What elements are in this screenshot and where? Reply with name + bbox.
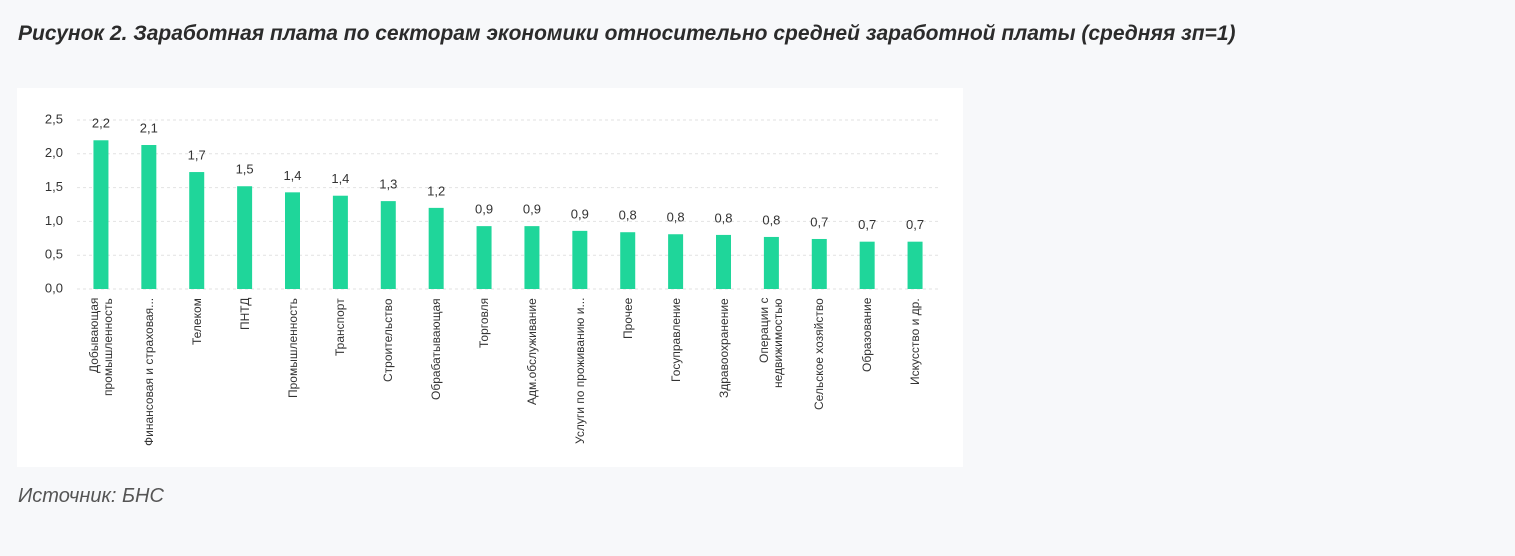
bar [476, 226, 492, 289]
x-tick-label: Госуправление [668, 298, 683, 382]
x-tick-label: Обрабатывающая [429, 298, 444, 400]
bar [620, 232, 636, 289]
bar [763, 236, 779, 289]
x-tick-label: Образование [860, 298, 875, 373]
value-label: 0,8 [619, 208, 637, 223]
x-tick-label: Финансовая и страховая... [141, 298, 156, 447]
bar [811, 238, 827, 289]
value-label: 0,7 [906, 217, 924, 232]
value-label: 0,7 [858, 217, 876, 232]
value-label: 1,3 [379, 177, 397, 192]
bar [285, 192, 300, 289]
chart-box: 0,0 0,5 1,0 1,5 2,0 2,5 2,2 2,1 1,7 1,5 1,4 1,4 1,3 1… [17, 88, 963, 467]
bar [572, 230, 588, 289]
bar [380, 201, 396, 289]
x-tick-label: Телеком [189, 298, 204, 345]
bar [141, 145, 157, 289]
x-tick-label: ПНТД [237, 298, 252, 331]
x-tick-label: Искусство и др. [908, 298, 923, 385]
value-label: 0,9 [571, 206, 589, 221]
bar [524, 226, 540, 289]
bar [668, 234, 684, 289]
y-tick-label: 1,0 [45, 213, 63, 228]
y-tick-label: 2,5 [45, 111, 63, 126]
x-tick-label: Транспорт [333, 298, 348, 356]
x-tick-label: Промышленность [285, 298, 300, 398]
value-label: 1,7 [188, 147, 206, 162]
x-tick-label: Операции с недвижимостью [757, 298, 786, 388]
x-tick-label: Торговля [477, 298, 492, 349]
y-tick-label: 2,0 [45, 145, 63, 160]
bar [907, 241, 923, 289]
x-tick-label: Добывающая промышленность [86, 298, 115, 396]
x-tick-label: Строительство [381, 298, 396, 382]
y-tick-label: 1,5 [45, 179, 63, 194]
x-tick-label: Адм.обслуживание [524, 298, 539, 405]
value-label: 1,4 [283, 168, 301, 183]
x-tick-label: Прочее [620, 298, 635, 340]
value-label: 0,8 [667, 210, 685, 225]
bar [189, 172, 205, 289]
y-tick-label: 0,5 [45, 247, 63, 262]
x-tick-label: Сельское хозяйство [812, 298, 827, 410]
bar [93, 140, 109, 289]
bar [428, 207, 444, 289]
bar [237, 186, 253, 289]
bar [332, 195, 348, 289]
value-label: 1,4 [331, 171, 349, 186]
y-tick-label: 0,0 [45, 280, 63, 295]
value-label: 1,5 [236, 162, 254, 177]
source: Источник: БНС [18, 485, 164, 507]
chart-title: Рисунок 2. Заработная плата по секторам … [18, 22, 1236, 45]
value-label: 0,8 [714, 210, 732, 225]
value-label: 0,8 [762, 212, 780, 227]
value-label: 0,7 [810, 214, 828, 229]
x-tick-label: Здравоохранение [716, 298, 731, 398]
value-label: 0,9 [523, 202, 541, 217]
bar [716, 234, 731, 289]
bar [859, 241, 875, 289]
x-tick-label: Услуги по проживанию и... [572, 298, 587, 445]
value-label: 0,9 [475, 202, 493, 217]
chart: 0,0 0,5 1,0 1,5 2,0 2,5 2,2 2,1 1,7 1,5 1,4 1,4 1,3 1… [45, 111, 939, 295]
value-label: 1,2 [427, 183, 445, 198]
value-label: 2,1 [140, 120, 158, 135]
value-label: 2,2 [92, 116, 110, 131]
